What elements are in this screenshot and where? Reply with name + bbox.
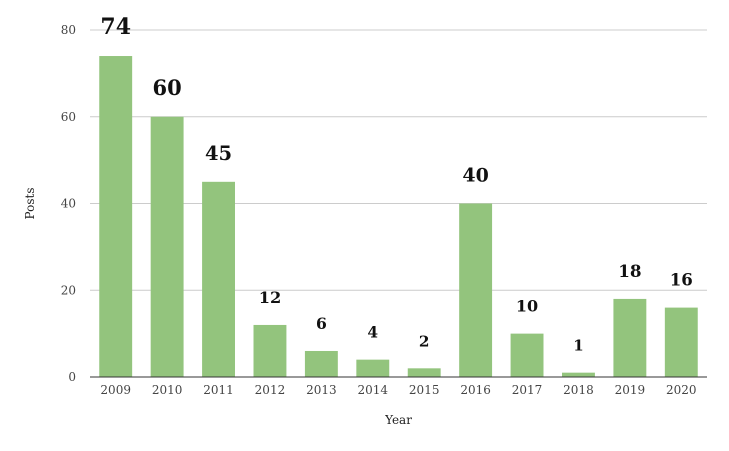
data-label: 1 xyxy=(573,337,584,355)
y-axis-title: Posts xyxy=(23,188,37,220)
data-label: 16 xyxy=(670,270,693,290)
y-tick-label: 40 xyxy=(61,197,76,211)
bar-2015 xyxy=(407,368,441,377)
bar-2011 xyxy=(202,181,235,377)
data-label: 18 xyxy=(618,261,641,281)
y-tick-label: 20 xyxy=(61,283,76,297)
bar-2009 xyxy=(99,56,133,378)
bar-2013 xyxy=(304,350,338,377)
x-tick-label: 2015 xyxy=(409,383,440,397)
x-tick-label: 2016 xyxy=(460,383,491,397)
x-axis-title: Year xyxy=(384,413,412,427)
y-tick-label: 0 xyxy=(68,370,76,384)
x-tick-label: 2010 xyxy=(152,383,183,397)
data-label: 10 xyxy=(516,297,538,316)
data-label: 45 xyxy=(205,142,232,165)
data-label: 74 xyxy=(100,14,131,40)
gridlines xyxy=(90,29,707,291)
data-label: 2 xyxy=(419,332,430,350)
x-tick-label: 2017 xyxy=(512,383,543,397)
bar-2020 xyxy=(664,307,698,377)
bar-2016 xyxy=(459,203,493,377)
bar-2010 xyxy=(150,116,184,377)
data-label: 40 xyxy=(462,165,488,187)
data-label: 12 xyxy=(259,288,282,307)
bars xyxy=(99,56,698,378)
x-axis-ticks: 2009 2010 2011 2012 2013 2014 2015 2016 2017 2018… xyxy=(100,383,696,397)
y-tick-label: 60 xyxy=(61,110,76,124)
bar-2019 xyxy=(613,298,647,377)
data-label: 4 xyxy=(367,324,378,342)
bar-2014 xyxy=(356,359,390,377)
x-tick-label: 2018 xyxy=(563,383,594,397)
y-axis-ticks: 0 20 40 60 80 xyxy=(61,23,76,384)
y-tick-label: 80 xyxy=(61,23,76,37)
x-tick-label: 2012 xyxy=(255,383,286,397)
x-tick-label: 2009 xyxy=(100,383,131,397)
bar-2017 xyxy=(510,333,544,377)
bar-2012 xyxy=(253,324,287,377)
x-tick-label: 2020 xyxy=(666,383,697,397)
x-tick-label: 2014 xyxy=(358,383,389,397)
x-tick-label: 2011 xyxy=(203,383,234,397)
data-label: 60 xyxy=(153,75,182,100)
data-labels: 74 60 45 12 6 4 2 40 10 1 18 16 xyxy=(100,14,692,355)
bar-2018 xyxy=(562,372,595,377)
x-tick-label: 2019 xyxy=(615,383,646,397)
data-label: 6 xyxy=(316,314,327,333)
x-tick-label: 2013 xyxy=(306,383,337,397)
